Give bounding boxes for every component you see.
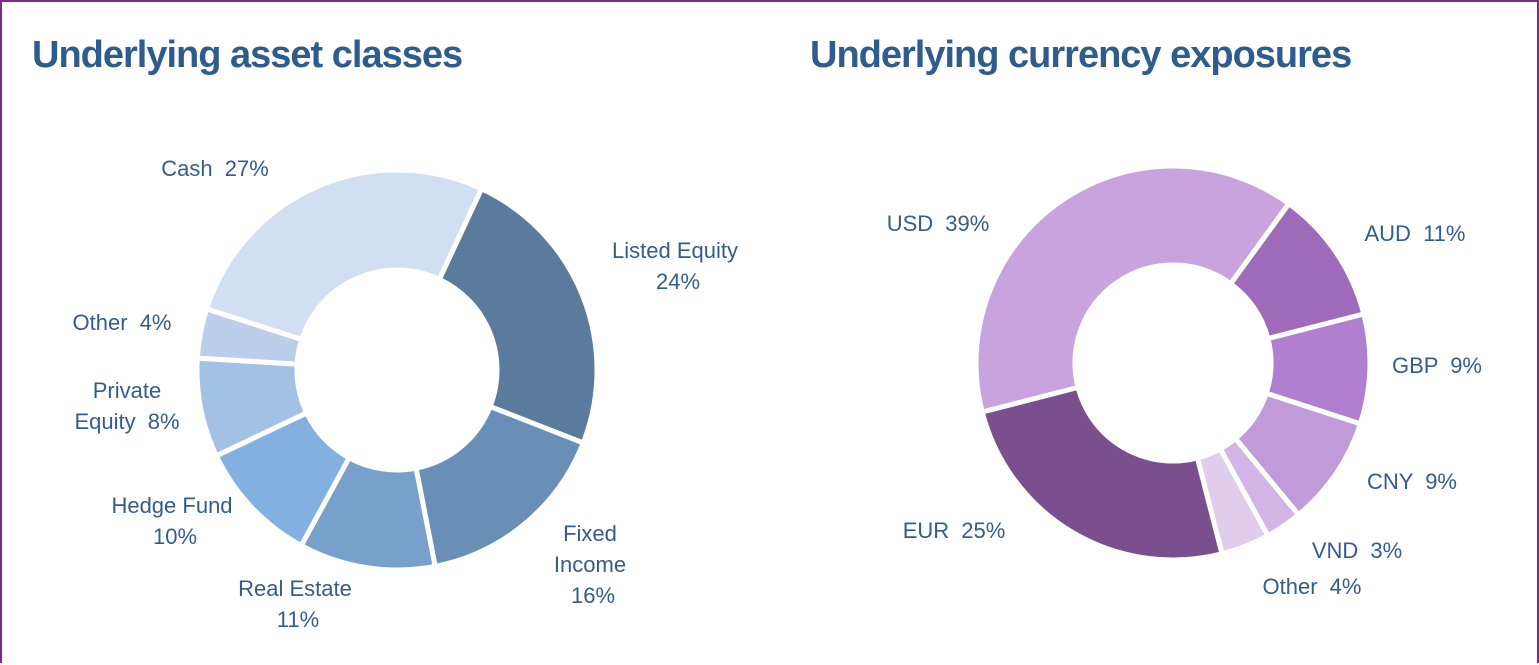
- category-label: Other: [1262, 574, 1318, 599]
- value-label: 16%: [570, 583, 616, 608]
- category-label: Private Equity: [74, 378, 162, 434]
- category-label: AUD: [1364, 221, 1411, 246]
- segment-label: VND 3%: [1292, 535, 1422, 566]
- donut-segment: [203, 167, 485, 343]
- value-label: 9%: [1425, 469, 1457, 494]
- category-label: Cash: [161, 156, 213, 181]
- value-label: 11%: [1423, 221, 1466, 246]
- value-label: 27%: [224, 156, 269, 181]
- donut-segment: [973, 163, 1293, 416]
- chart-title: Underlying currency exposures: [810, 34, 1352, 76]
- segment-label: CNY 9%: [1347, 466, 1477, 497]
- category-label: VND: [1311, 538, 1359, 563]
- category-label: Fixed Income: [553, 521, 627, 577]
- segment-label: Hedge Fund 10%: [107, 490, 237, 552]
- category-label: GBP: [1392, 353, 1439, 378]
- value-label: 4%: [139, 310, 172, 335]
- donut-segment: [435, 185, 600, 447]
- chart-title: Underlying asset classes: [32, 34, 463, 76]
- category-label: Real Estate: [238, 576, 352, 601]
- category-label: Other: [72, 310, 128, 335]
- category-label: Listed Equity: [612, 238, 738, 263]
- segment-label: Listed Equity 24%: [605, 235, 745, 297]
- category-label: USD: [886, 211, 934, 236]
- category-label: Hedge Fund: [111, 493, 233, 518]
- value-label: 8%: [147, 409, 180, 434]
- segment-label: Real Estate 11%: [215, 573, 375, 635]
- value-label: 11%: [276, 607, 320, 632]
- category-label: CNY: [1367, 469, 1414, 494]
- value-label: 3%: [1370, 538, 1403, 563]
- segment-label: EUR 25%: [879, 515, 1029, 546]
- value-label: 10%: [152, 524, 198, 549]
- value-label: 25%: [961, 518, 1006, 543]
- value-label: 24%: [655, 269, 701, 294]
- segment-label: USD 39%: [863, 208, 1013, 239]
- segment-label: Cash 27%: [125, 153, 305, 184]
- value-label: 9%: [1450, 353, 1482, 378]
- segment-label: Other 4%: [1237, 571, 1387, 602]
- segment-label: Fixed Income 16%: [540, 518, 640, 611]
- category-label: EUR: [902, 518, 950, 543]
- donut-segment: [979, 384, 1226, 563]
- donut-segment: [413, 403, 587, 570]
- segment-label: AUD 11%: [1340, 218, 1490, 249]
- segment-label: Other 4%: [47, 307, 197, 338]
- segment-label: GBP 9%: [1372, 350, 1502, 381]
- value-label: 4%: [1329, 574, 1362, 599]
- segment-label: Private Equity 8%: [62, 375, 192, 437]
- value-label: 39%: [945, 211, 990, 236]
